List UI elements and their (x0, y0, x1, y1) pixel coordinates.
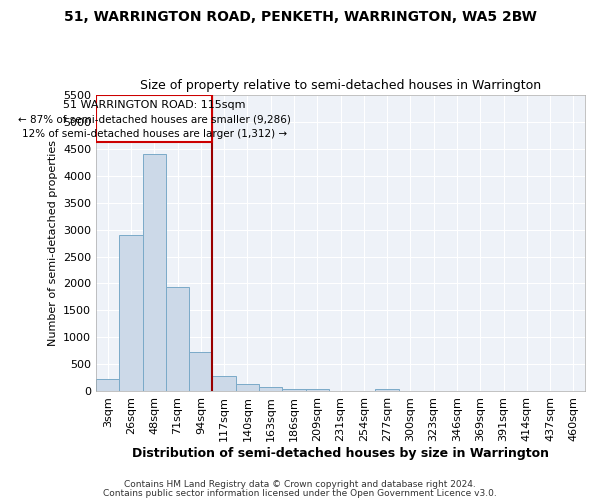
Bar (305, 389, 329, 392)
Title: Size of property relative to semi-detached houses in Warrington: Size of property relative to semi-detach… (140, 79, 541, 92)
Bar (283, 389, 305, 392)
FancyBboxPatch shape (96, 95, 212, 142)
Bar (166, 286, 189, 392)
X-axis label: Distribution of semi-detached houses by size in Warrington: Distribution of semi-detached houses by … (132, 447, 549, 460)
Text: 51 WARRINGTON ROAD: 115sqm: 51 WARRINGTON ROAD: 115sqm (63, 100, 245, 110)
Text: Contains public sector information licensed under the Open Government Licence v3: Contains public sector information licen… (103, 488, 497, 498)
Bar (189, 352, 212, 392)
Bar (212, 376, 236, 392)
Text: ← 87% of semi-detached houses are smaller (9,286): ← 87% of semi-detached houses are smalle… (18, 114, 291, 124)
Bar (143, 154, 166, 392)
Text: 12% of semi-detached houses are larger (1,312) →: 12% of semi-detached houses are larger (… (22, 128, 287, 138)
Bar (376, 389, 399, 392)
Bar (119, 235, 143, 392)
Y-axis label: Number of semi-detached properties: Number of semi-detached properties (47, 140, 58, 346)
Text: Contains HM Land Registry data © Crown copyright and database right 2024.: Contains HM Land Registry data © Crown c… (124, 480, 476, 489)
Text: 51, WARRINGTON ROAD, PENKETH, WARRINGTON, WA5 2BW: 51, WARRINGTON ROAD, PENKETH, WARRINGTON… (64, 10, 536, 24)
Bar (236, 384, 259, 392)
Bar (259, 387, 283, 392)
Bar (96, 379, 119, 392)
